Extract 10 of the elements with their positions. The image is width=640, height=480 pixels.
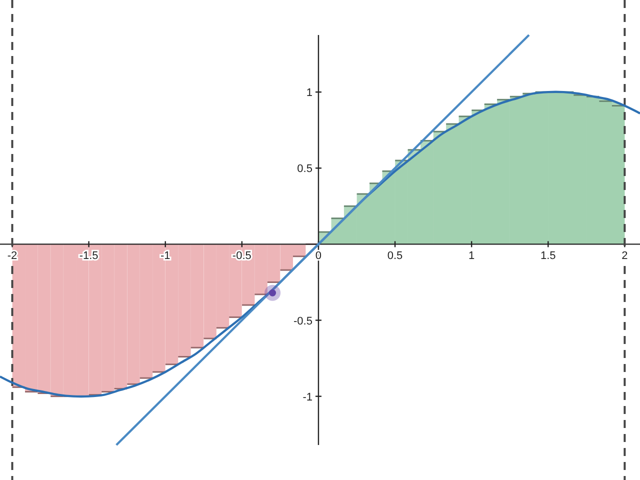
y-tick-label: -1 <box>302 391 312 404</box>
x-tick-label: 1 <box>468 250 475 262</box>
x-tick-label: -0.5 <box>232 250 252 262</box>
x-tick-label: 1.5 <box>540 250 556 262</box>
y-tick-label: 1 <box>306 87 312 100</box>
x-tick-label: -1 <box>160 250 170 262</box>
x-tick-label: -1.5 <box>79 250 98 262</box>
y-tick-label: 0.5 <box>297 163 312 176</box>
x-tick-label: 0.5 <box>387 250 403 262</box>
y-tick-label: -0.5 <box>294 315 312 328</box>
